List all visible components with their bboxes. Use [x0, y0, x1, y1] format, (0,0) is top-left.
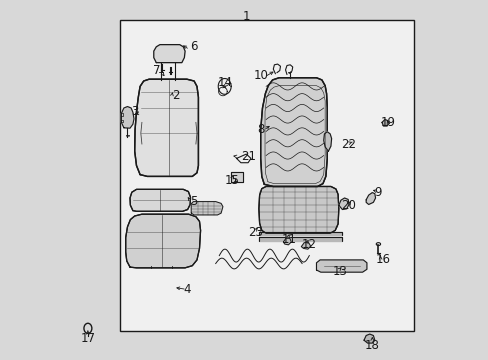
Polygon shape — [134, 79, 198, 176]
Polygon shape — [366, 193, 375, 204]
Text: 17: 17 — [80, 332, 95, 345]
Polygon shape — [231, 172, 242, 182]
Polygon shape — [260, 78, 326, 186]
Text: 23: 23 — [247, 226, 262, 239]
Text: 5: 5 — [190, 195, 197, 208]
Text: 19: 19 — [380, 116, 395, 129]
Text: 20: 20 — [341, 199, 356, 212]
Text: 11: 11 — [282, 233, 296, 246]
Polygon shape — [153, 45, 185, 63]
Polygon shape — [191, 202, 223, 215]
Text: 1: 1 — [242, 10, 249, 23]
Polygon shape — [130, 189, 190, 211]
Polygon shape — [301, 243, 310, 249]
Text: 3: 3 — [131, 105, 138, 118]
Polygon shape — [338, 198, 348, 210]
Polygon shape — [258, 237, 341, 241]
Text: 9: 9 — [373, 186, 381, 199]
Text: 14: 14 — [217, 76, 232, 89]
Text: 8: 8 — [257, 123, 264, 136]
Polygon shape — [258, 186, 338, 233]
Text: 13: 13 — [332, 265, 346, 278]
Text: 21: 21 — [241, 150, 255, 163]
Text: 12: 12 — [301, 238, 316, 251]
Text: 22: 22 — [341, 138, 356, 150]
Text: 18: 18 — [364, 339, 379, 352]
Polygon shape — [381, 120, 388, 126]
Polygon shape — [258, 232, 341, 235]
Polygon shape — [323, 132, 331, 151]
Polygon shape — [125, 214, 200, 268]
Polygon shape — [363, 334, 374, 343]
Text: 7: 7 — [152, 64, 160, 77]
Polygon shape — [121, 107, 134, 128]
Text: 6: 6 — [190, 40, 198, 53]
Text: 10: 10 — [253, 69, 267, 82]
Text: 15: 15 — [224, 174, 239, 186]
Text: 4: 4 — [183, 283, 190, 296]
Bar — [120, 20, 413, 331]
Text: 2: 2 — [172, 89, 180, 102]
Polygon shape — [283, 238, 291, 245]
Polygon shape — [316, 260, 366, 272]
Text: 16: 16 — [375, 253, 390, 266]
